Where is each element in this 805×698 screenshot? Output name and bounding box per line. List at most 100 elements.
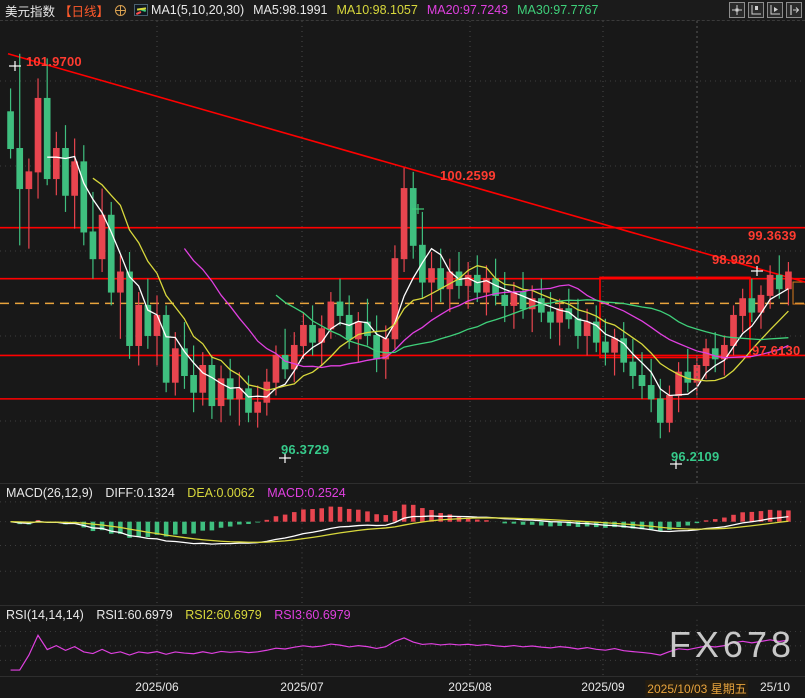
macd-diff-line xyxy=(10,515,789,545)
candle-body xyxy=(400,188,408,260)
candle-body xyxy=(62,148,69,196)
resistance-label: 99.3639 xyxy=(748,228,797,243)
ma-lines-icon[interactable] xyxy=(134,4,149,16)
rsi3-value: RSI3:60.6979 xyxy=(274,608,351,622)
ma20-line xyxy=(183,248,789,369)
candle-body xyxy=(354,321,362,340)
candle-body xyxy=(7,111,14,150)
candle-body xyxy=(226,378,234,400)
candle-body xyxy=(602,341,609,353)
candle-body xyxy=(43,97,51,180)
ma20-value: MA20:97.7243 xyxy=(426,3,509,17)
swing-low-label: 96.3729 xyxy=(281,442,330,457)
rsi2-value: RSI2:60.6979 xyxy=(185,608,262,622)
candle-body xyxy=(473,274,481,293)
candle-body xyxy=(199,365,207,393)
candle-body xyxy=(702,348,710,367)
candle-body xyxy=(208,365,216,407)
candle-body xyxy=(272,354,280,383)
candle-body xyxy=(464,274,472,286)
candle-body xyxy=(519,291,527,310)
candle-body xyxy=(391,258,399,340)
candle-body xyxy=(144,304,152,336)
candle-body xyxy=(117,271,124,293)
period-label: 【日线】 xyxy=(59,4,110,19)
ma5-line xyxy=(47,155,789,398)
candle-body xyxy=(89,231,97,260)
candle-body xyxy=(528,298,536,310)
crosshair-tool-icon[interactable] xyxy=(729,2,745,18)
macd-dea-value: DEA:0.0062 xyxy=(187,486,255,500)
candle-body xyxy=(721,344,728,360)
candle-body xyxy=(428,268,435,283)
candle-body xyxy=(107,214,115,293)
macd-canvas[interactable] xyxy=(0,484,805,605)
candle-body xyxy=(34,97,42,173)
candle-body xyxy=(611,338,618,353)
measure-left-tool-icon[interactable] xyxy=(748,2,764,18)
crosshair-circle-icon[interactable] xyxy=(115,4,127,16)
macd-macd-value: MACD:0.2524 xyxy=(267,486,346,500)
candle-body xyxy=(52,148,60,180)
ma10-line xyxy=(92,177,789,391)
candle-body xyxy=(556,308,563,323)
candle-body xyxy=(336,301,344,316)
candle-body xyxy=(711,348,719,360)
rsi-canvas[interactable] xyxy=(0,606,805,676)
candle-body xyxy=(345,314,353,340)
candle-body xyxy=(217,378,225,407)
rsi-pane[interactable]: RSI(14,14,14) RSI1:60.6979 RSI2:60.6979 … xyxy=(0,605,805,676)
ma30-value: MA30:97.7767 xyxy=(517,3,599,17)
candle-body xyxy=(181,348,188,377)
candle-body xyxy=(80,161,88,233)
candle-body xyxy=(501,294,509,306)
current-price-label: 97.6130 xyxy=(752,343,801,358)
tick-2025-07: 2025/07 xyxy=(280,680,324,694)
candle-body xyxy=(647,385,655,400)
candle-body xyxy=(71,161,78,196)
candle-body xyxy=(16,148,24,190)
candle-body xyxy=(254,401,261,413)
trendline-price-label: 98.9820 xyxy=(712,252,761,267)
macd-config-label: MACD(26,12,9) xyxy=(6,486,93,500)
price-tag-box xyxy=(792,281,805,305)
ma10-value: MA10:98.1057 xyxy=(336,3,418,17)
macd-pane[interactable]: MACD(26,12,9) DIFF:0.1324 DEA:0.0062 MAC… xyxy=(0,483,805,605)
candle-body xyxy=(126,271,133,346)
candle-body xyxy=(373,334,380,360)
rsi1-value: RSI1:60.6979 xyxy=(96,608,173,622)
candle-body xyxy=(327,301,335,330)
candle-body xyxy=(629,361,637,377)
candle-body xyxy=(290,344,298,370)
candle-body xyxy=(236,388,243,400)
swing-high-label: 101.9700 xyxy=(26,54,82,69)
tick-2025-09: 2025/09 xyxy=(581,680,625,694)
macd-legend: MACD(26,12,9) DIFF:0.1324 DEA:0.0062 MAC… xyxy=(6,486,355,500)
swing-low-2-label: 96.2109 xyxy=(671,449,720,464)
candle-body xyxy=(309,324,316,343)
candle-body xyxy=(785,271,792,290)
candle-body xyxy=(171,348,179,383)
candle-body xyxy=(364,321,371,336)
rsi-line xyxy=(10,634,789,671)
candle-body xyxy=(592,321,600,343)
instrument-name: 美元指数 xyxy=(5,4,56,19)
candle-body xyxy=(98,214,106,260)
tick-2025-08: 2025/08 xyxy=(448,680,492,694)
candle-body xyxy=(748,298,756,313)
candle-body xyxy=(483,278,490,293)
candle-body xyxy=(638,375,646,387)
exit-tool-icon[interactable] xyxy=(786,2,802,18)
crosshair-date: 2025/10/03 星期五 xyxy=(645,680,749,697)
price-chart-canvas[interactable] xyxy=(0,21,805,483)
candle-body xyxy=(263,381,271,403)
measure-right-tool-icon[interactable] xyxy=(767,2,783,18)
candle-body xyxy=(766,274,774,296)
price-chart-pane[interactable] xyxy=(0,21,805,483)
rect-annotation xyxy=(599,276,751,359)
candle-body xyxy=(446,271,454,290)
candle-body xyxy=(547,311,554,323)
tick-last: 25/10 xyxy=(760,680,791,694)
rsi-config-label: RSI(14,14,14) xyxy=(6,608,84,622)
